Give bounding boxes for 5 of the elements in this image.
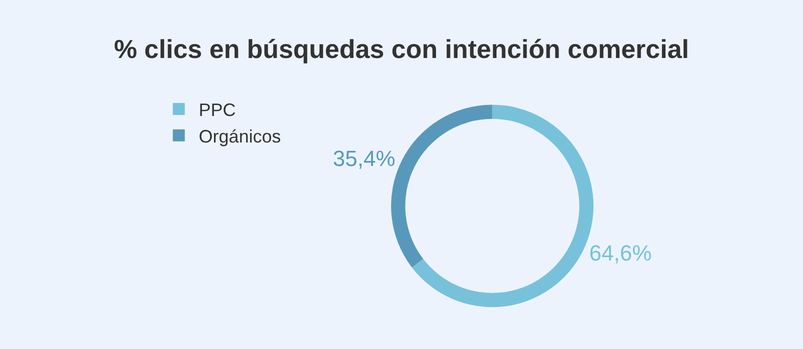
legend-label: PPC [198, 100, 236, 120]
legend-label: Orgánicos [198, 126, 281, 146]
data-label: 64,6% [589, 240, 652, 266]
data-label: 35,4% [332, 146, 396, 172]
chart-title: % clics en búsquedas con intención comercial [114, 34, 690, 64]
